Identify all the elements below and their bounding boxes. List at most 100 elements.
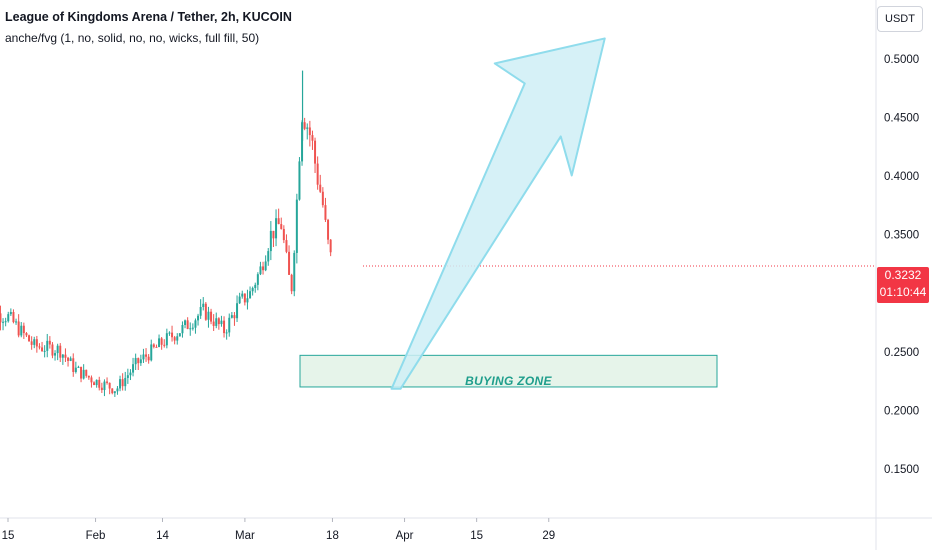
candle-body [82,369,85,379]
candle-body [272,230,275,239]
candle-body [33,339,36,345]
buying-zone-label: BUYING ZONE [465,374,552,388]
candle-body [152,344,155,347]
y-tick-label: 0.1500 [884,464,919,476]
candle-body [311,135,314,141]
x-tick-label: Feb [86,530,106,542]
bar-countdown: 01:10:44 [879,285,927,299]
candle-body [329,239,332,253]
candle-body [238,296,241,304]
candle-body [324,205,327,220]
candle-body [204,303,207,320]
candle-body [28,335,31,342]
candle-body [2,321,5,323]
candle-body [150,344,153,361]
candle-body [93,382,96,386]
candle-body [163,344,166,346]
candle-body [134,358,137,365]
candle-body [158,338,161,347]
candle-body [139,359,142,364]
candle-body [241,293,244,297]
candle-body [17,321,20,336]
candle-body [12,312,15,323]
candle-body [269,230,272,252]
candle-body [254,284,257,288]
candle-body [256,274,259,285]
x-tick-label: 15 [470,530,483,542]
candle-body [30,341,33,345]
candle-body [132,364,135,373]
candle-body [74,367,77,372]
x-tick-label: 14 [156,530,169,542]
candle-body [77,366,80,368]
currency-button[interactable]: USDT [877,6,923,32]
candle-body [243,293,246,303]
chart-title: League of Kingdoms Arena / Tether, 2h, K… [5,10,292,24]
candle-body [168,332,171,334]
x-tick-label: 18 [326,530,339,542]
candle-body [72,358,75,372]
buying-zone-rect[interactable] [299,354,718,388]
candle-body [212,321,215,326]
candle-body [173,337,176,341]
candle-body [220,320,223,325]
candle-body [121,379,124,387]
candle-body [155,346,158,348]
candle-body [67,357,70,361]
candle-body [0,313,2,323]
candle-body [9,312,12,315]
indicator-label[interactable]: anche/fvg (1, no, solid, no, no, wicks, … [5,31,260,45]
candle-body [178,333,181,337]
candle-body [327,219,330,240]
candle-body [64,354,67,358]
candle-body [38,346,41,348]
y-tick-label: 0.2500 [884,347,919,359]
candle-body [126,375,129,378]
candle-body [106,381,109,383]
candle-body [20,325,23,336]
candle-body [319,184,322,192]
target-arrow[interactable] [390,37,606,390]
candle-body [275,218,278,239]
candle-body [116,388,119,392]
candle-body [282,228,285,241]
candle-body [259,266,262,275]
y-tick-label: 0.4000 [884,171,919,183]
candle-body [186,320,189,329]
candle-body [98,379,101,388]
candle-body [189,328,192,330]
candle-body [217,318,220,325]
candle-body [43,350,46,352]
candle-body [160,338,163,345]
candle-body [129,372,132,376]
candle-body [290,274,293,292]
candle-body [54,353,57,356]
candle-body [7,314,10,322]
candle-body [15,321,18,323]
candle-body [85,369,88,376]
candle-body [262,266,265,271]
candle-body [207,311,210,320]
candle-body [249,291,252,299]
y-tick-label: 0.4500 [884,112,919,124]
candle-body [280,224,283,229]
candle-body [223,320,226,334]
candle-body [303,122,306,129]
candle-body [298,161,301,200]
x-tick-label: Mar [235,530,255,542]
candle-body [147,356,150,361]
candle-body [95,379,98,386]
candle-body [103,381,106,391]
candle-body [230,315,233,318]
last-price: 0.3232 [884,268,922,282]
candle-body [59,345,62,358]
candle-body [267,251,270,262]
candle-body [48,340,51,345]
candle-body [124,377,127,387]
candle-body [51,344,54,356]
candle-body [80,366,83,379]
candle-body [210,311,213,322]
x-tick-label: Apr [396,530,414,542]
y-tick-label: 0.5000 [884,54,919,66]
